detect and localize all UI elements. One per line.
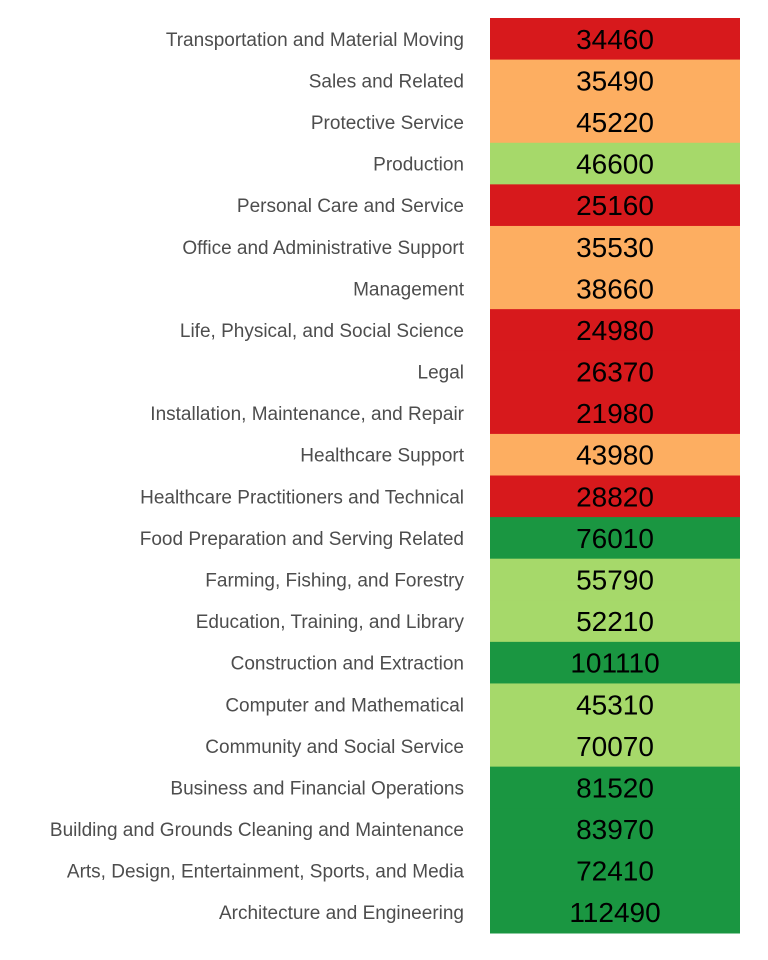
heatmap-cell [490,59,740,102]
cell-value-label: 21980 [576,398,654,429]
cell-value-label: 81520 [576,772,654,803]
heatmap-cells [490,18,740,934]
cell-value-label: 52210 [576,606,654,637]
cell-value-label: 45220 [576,107,654,138]
row-label: Life, Physical, and Social Science [180,321,464,342]
row-label: Transportation and Material Moving [166,30,464,51]
row-label: Legal [418,363,465,384]
heatmap-cell [490,725,740,768]
heatmap-cell [490,350,740,393]
row-labels: Transportation and Material Moving Sales … [50,30,465,924]
cell-value-label: 35490 [576,65,654,96]
cell-value-label: 55790 [576,564,654,595]
heatmap-cell [490,766,740,809]
heatmap-cell [490,392,740,435]
cell-value-label: 45310 [576,689,654,720]
row-label: Personal Care and Service [237,196,464,217]
heatmap-cell [490,641,740,684]
row-label: Management [353,279,465,300]
row-label: Building and Grounds Cleaning and Mainte… [50,820,464,841]
heatmap-cell [490,225,740,269]
cell-value-label: 25160 [576,190,654,221]
row-label: Arts, Design, Entertainment, Sports, and… [67,862,465,883]
heatmap-cell [490,475,740,518]
row-label: Healthcare Support [300,446,464,467]
heatmap-cell [490,808,740,851]
row-label: Computer and Mathematical [225,695,464,716]
cell-value-label: 76010 [576,523,654,554]
cell-value-label: 72410 [576,856,654,887]
heatmap-cell [490,558,740,601]
row-label: Farming, Fishing, and Forestry [205,570,464,591]
cell-value-label: 35530 [576,232,654,263]
cell-value-label: 43980 [576,440,654,471]
cell-value-label: 46600 [576,149,654,180]
heatmap-cell [490,309,740,352]
row-label: Architecture and Engineering [219,903,464,924]
row-label: Sales and Related [309,71,464,92]
cell-value-label: 101110 [570,648,659,679]
row-label: Business and Financial Operations [170,778,464,799]
row-label: Food Preparation and Serving Related [140,529,464,550]
heatmap-cell [490,142,740,185]
heatmap-cell [490,683,740,726]
cell-values: 34460 35490 45220 46600 25160 35530 38660 24980… [569,24,660,928]
cell-value-label: 70070 [576,731,654,762]
row-label: Education, Training, and Library [196,612,465,633]
cell-value-label: 28820 [576,481,654,512]
row-label: Community and Social Service [205,737,464,758]
heatmap-cell [490,433,740,476]
heatmap-cell [490,849,740,892]
row-label: Protective Service [311,113,464,134]
row-label: Installation, Maintenance, and Repair [150,404,464,425]
cell-value-label: 83970 [576,814,654,845]
cell-value-label: 38660 [576,273,654,304]
heatmap-cell [490,101,740,144]
cell-value-label: 112490 [569,897,660,928]
heatmap-cell [490,600,740,643]
cell-value-label: 34460 [576,24,654,55]
heatmap-cell [490,267,740,310]
row-label: Production [373,155,464,176]
heatmap-cell [490,184,740,227]
cell-value-label: 24980 [576,315,654,346]
row-label: Healthcare Practitioners and Technical [140,487,464,508]
row-label: Office and Administrative Support [182,238,464,259]
cell-value-label: 26370 [576,357,654,388]
heatmap-cell [490,18,740,61]
row-label: Construction and Extraction [231,654,464,675]
heatmap-cell [490,517,740,560]
heatmap-cell [490,891,740,934]
